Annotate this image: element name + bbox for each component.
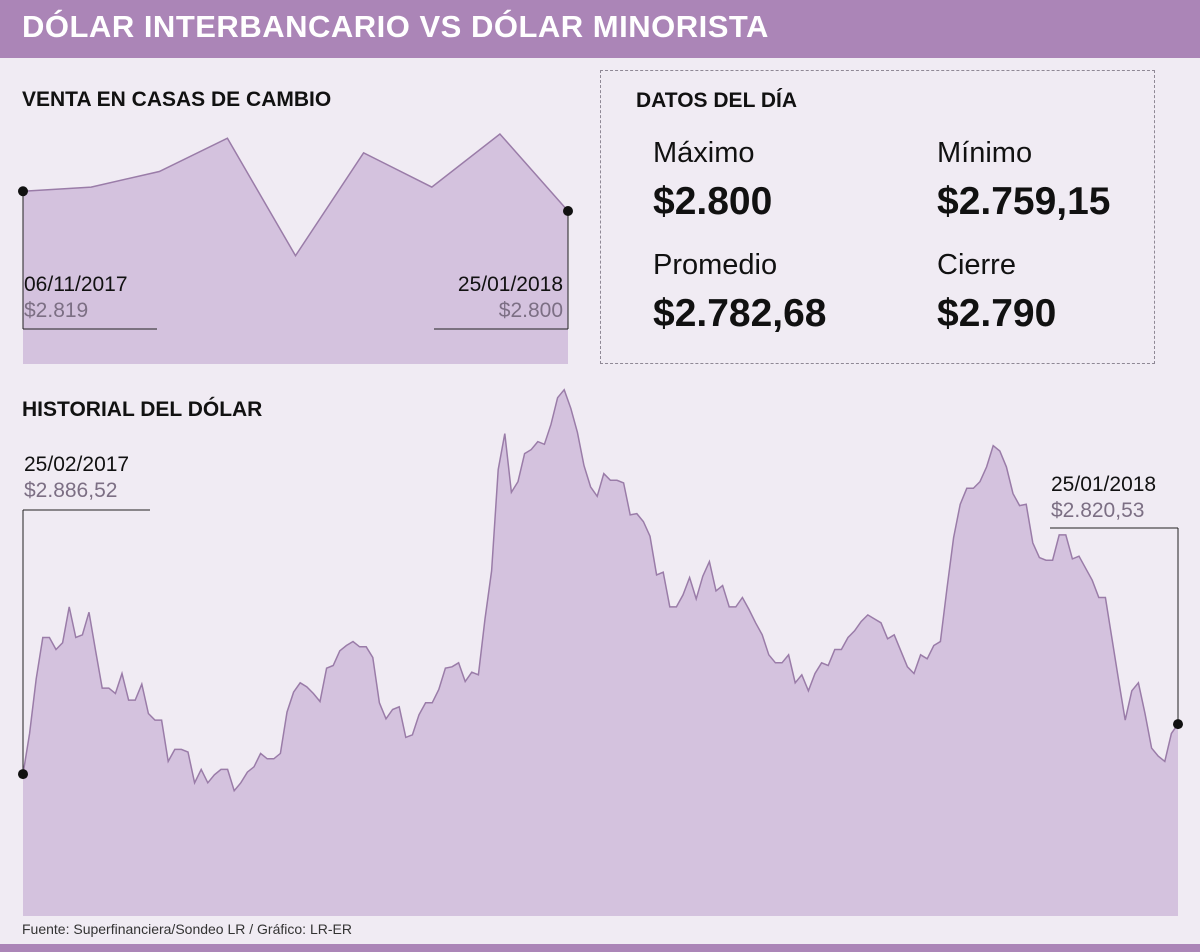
day-data-box: DATOS DEL DÍA Máximo $2.800 Mínimo $2.75… bbox=[600, 70, 1155, 364]
history-start-date: 25/02/2017 bbox=[24, 453, 130, 476]
day-data-title: DATOS DEL DÍA bbox=[636, 89, 798, 112]
history-start-value: $2.886,52 bbox=[24, 479, 118, 502]
close-label: Cierre bbox=[937, 249, 1016, 281]
min-value: $2.759,15 bbox=[937, 180, 1111, 223]
avg-value: $2.782,68 bbox=[653, 292, 827, 335]
retail-start-point bbox=[18, 186, 28, 197]
max-label: Máximo bbox=[653, 137, 755, 169]
retail-chart bbox=[18, 132, 573, 364]
bottom-bar bbox=[0, 944, 1200, 952]
retail-end-value: $2.800 bbox=[498, 299, 563, 322]
page-title: DÓLAR INTERBANCARIO VS DÓLAR MINORISTA bbox=[22, 9, 769, 44]
history-end-value: $2.820,53 bbox=[1051, 499, 1145, 522]
history-series-line bbox=[22, 388, 1179, 793]
retail-end-point bbox=[563, 206, 573, 216]
history-chart bbox=[18, 388, 1183, 916]
retail-end-date: 25/01/2018 bbox=[457, 273, 563, 296]
retail-chart-title: VENTA EN CASAS DE CAMBIO bbox=[22, 88, 332, 111]
retail-area bbox=[23, 134, 568, 364]
history-end-date: 25/01/2018 bbox=[1051, 473, 1157, 496]
history-start-annotation: 25/02/2017 $2.886,52 bbox=[24, 452, 129, 504]
retail-start-date: 06/11/2017 bbox=[24, 273, 128, 296]
history-chart-title: HISTORIAL DEL DÓLAR bbox=[22, 398, 263, 421]
history-end-point bbox=[1173, 719, 1183, 730]
retail-start-value: $2.819 bbox=[24, 299, 89, 322]
history-area bbox=[23, 389, 1178, 916]
retail-end-annotation: 25/01/2018 $2.800 bbox=[420, 272, 563, 324]
retail-series-line bbox=[22, 132, 569, 258]
avg-label: Promedio bbox=[653, 249, 778, 281]
retail-start-annotation: 06/11/2017 $2.819 bbox=[24, 272, 128, 324]
history-end-annotation: 25/01/2018 $2.820,53 bbox=[1051, 472, 1156, 524]
max-value: $2.800 bbox=[653, 180, 773, 223]
history-start-point bbox=[18, 769, 28, 780]
close-value: $2.790 bbox=[937, 292, 1057, 335]
min-label: Mínimo bbox=[937, 137, 1033, 169]
source-note: Fuente: Superfinanciera/Sondeo LR / Gráf… bbox=[22, 921, 352, 937]
header-bar: DÓLAR INTERBANCARIO VS DÓLAR MINORISTA bbox=[0, 0, 1200, 58]
